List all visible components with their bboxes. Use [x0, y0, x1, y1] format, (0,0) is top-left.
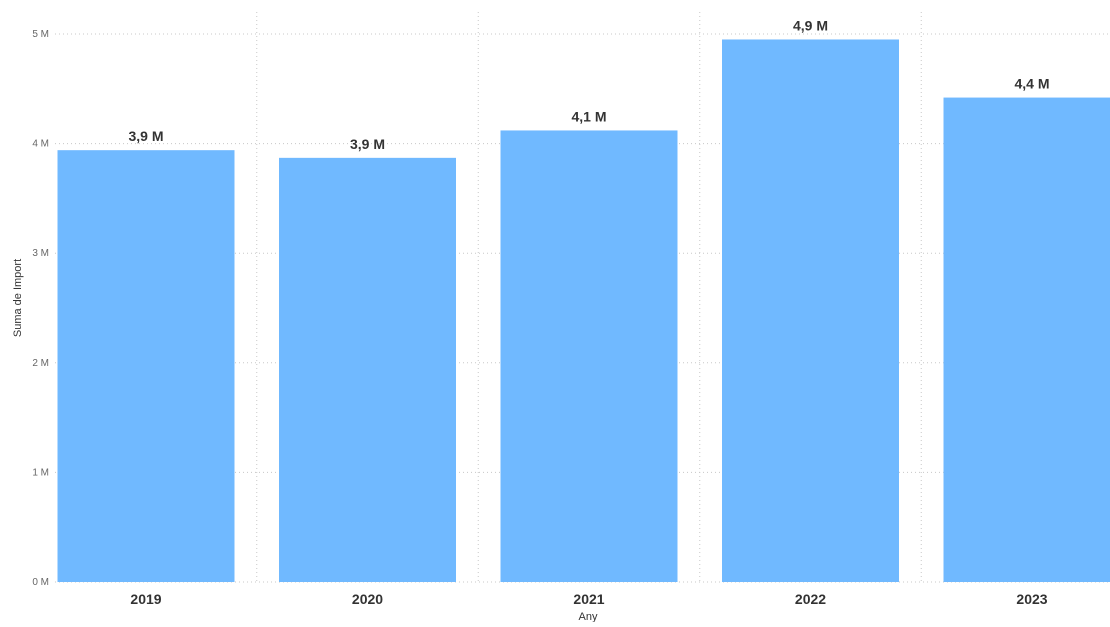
y-axis-title: Suma de Import [12, 259, 24, 337]
bar [944, 98, 1110, 582]
x-tick-label: 2020 [352, 591, 383, 607]
data-label: 4,4 M [1014, 76, 1049, 92]
data-label: 3,9 M [350, 136, 385, 152]
bar [279, 158, 456, 582]
data-label: 4,9 M [793, 17, 828, 33]
y-tick-label: 0 M [32, 577, 49, 588]
data-label: 3,9 M [128, 128, 163, 144]
bar [58, 150, 235, 582]
x-tick-label: 2019 [130, 591, 161, 607]
y-tick-label: 3 M [32, 248, 49, 259]
x-tick-label: 2022 [795, 591, 826, 607]
bar [501, 130, 678, 582]
y-tick-label: 4 M [32, 139, 49, 150]
data-label: 4,1 M [571, 108, 606, 124]
x-axis-title: Any [579, 611, 598, 622]
y-tick-label: 1 M [32, 467, 49, 478]
x-tick-label: 2021 [573, 591, 604, 607]
y-tick-label: 5 M [32, 29, 49, 40]
x-tick-label: 2023 [1016, 591, 1047, 607]
y-tick-label: 2 M [32, 358, 49, 369]
bar [722, 39, 899, 582]
